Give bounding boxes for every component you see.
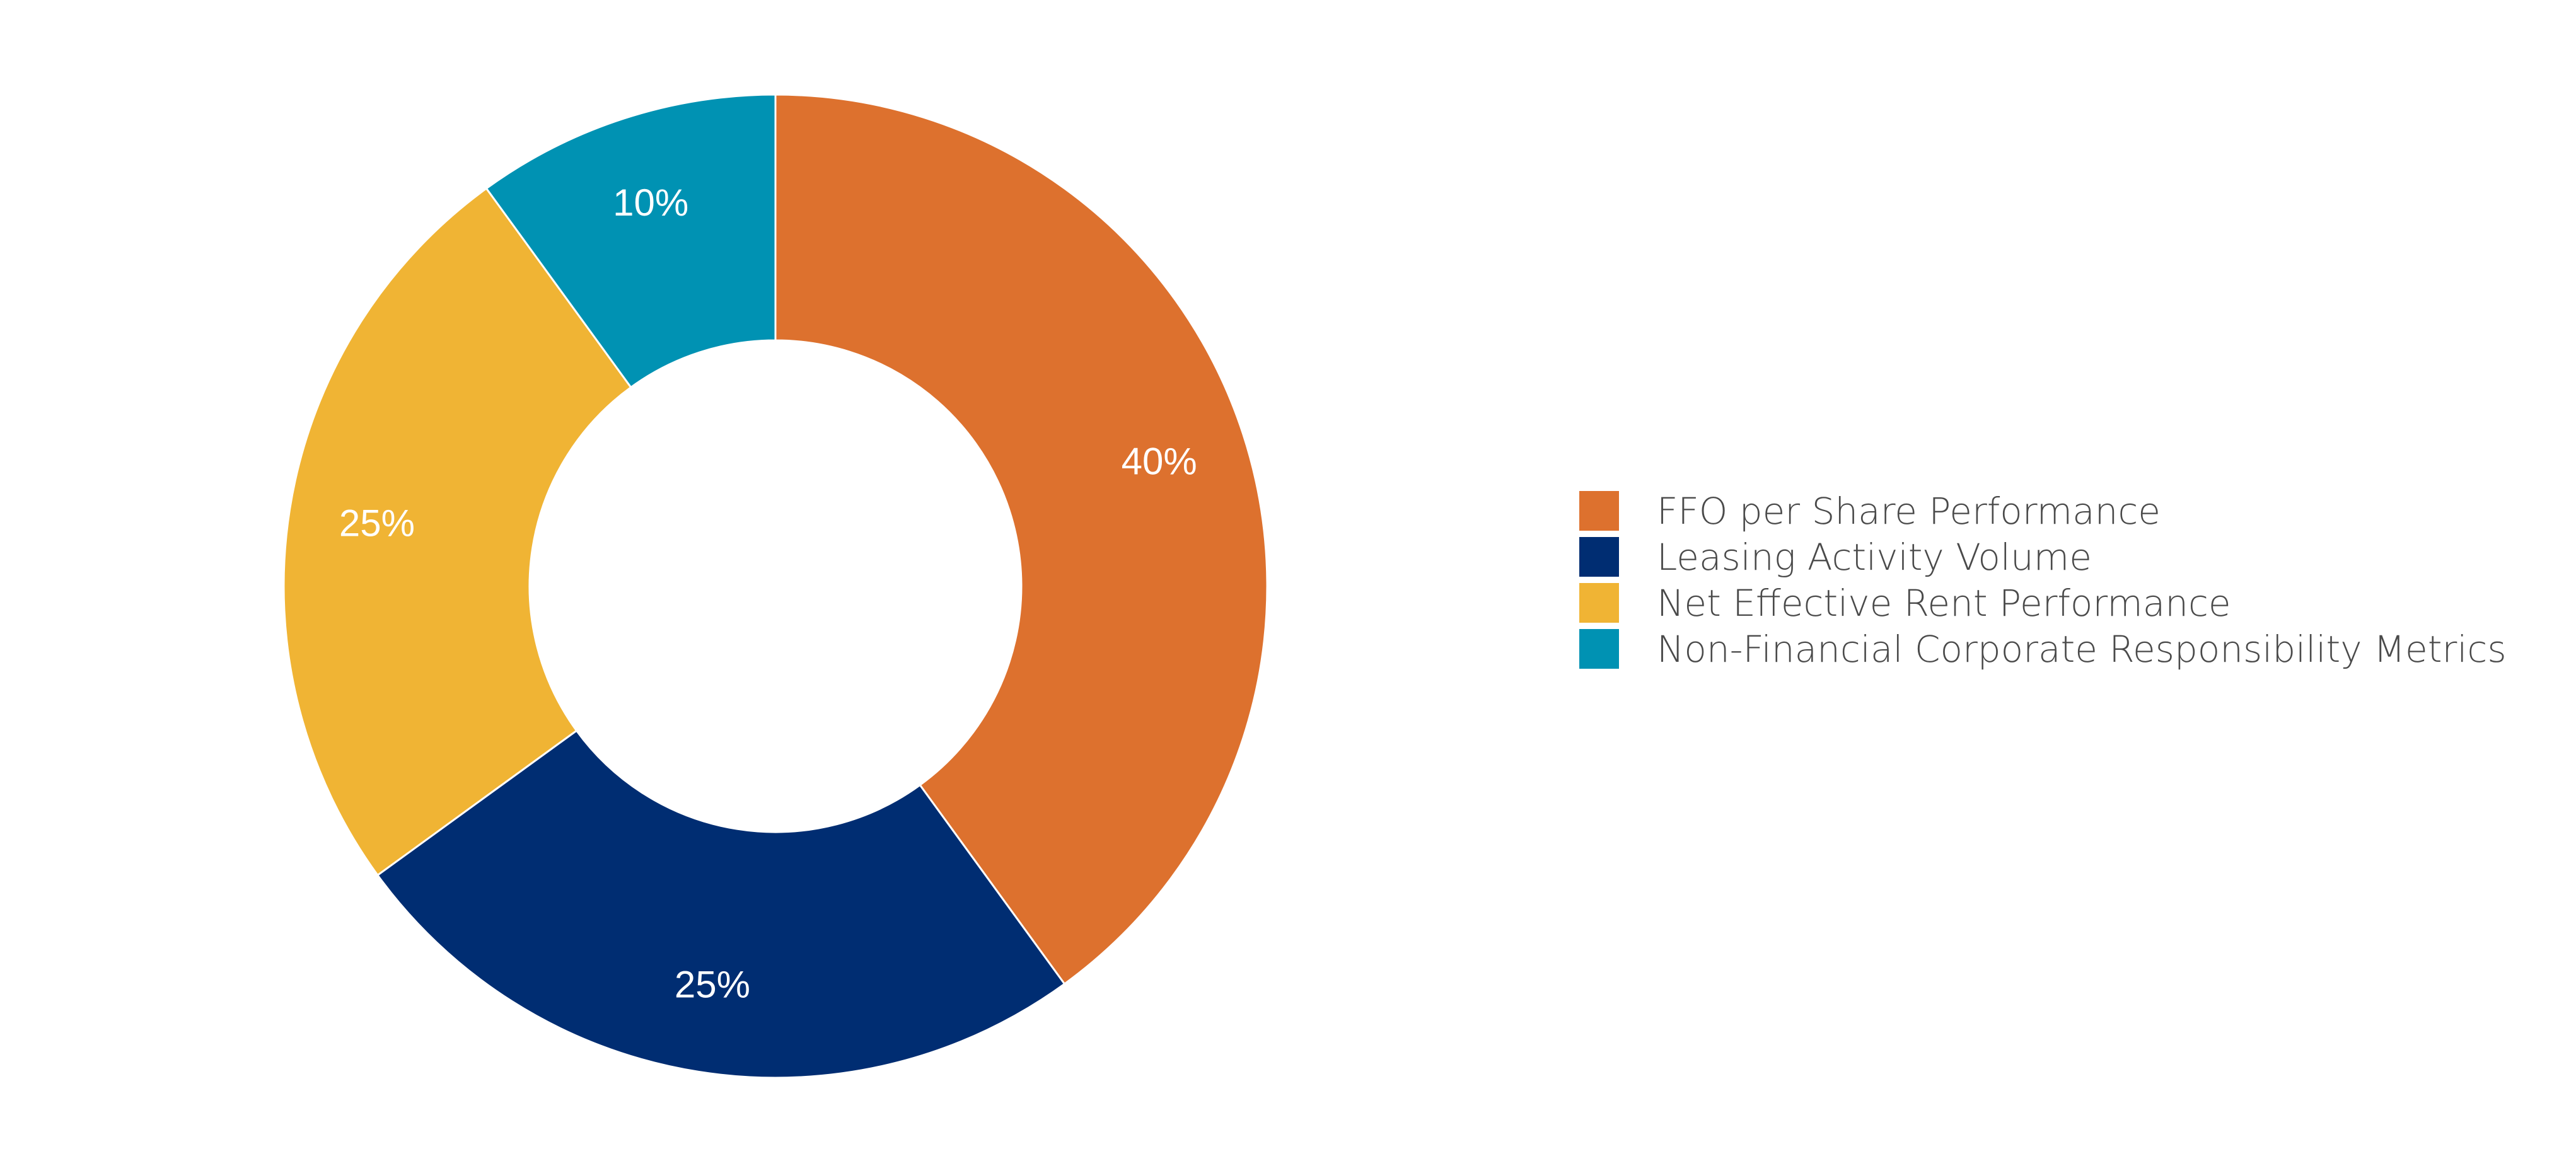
legend-item-ffo: FFO per Share Performance [1579, 488, 2507, 534]
legend-item-leasing: Leasing Activity Volume [1579, 534, 2507, 580]
slice-non-financial-corporate-responsibility-metrics [485, 93, 777, 389]
slice-ffo-per-share-performance [774, 93, 1268, 986]
legend-swatch-net-effective-rent [1579, 583, 1619, 623]
slice-label-non-financial-corporate-responsibility-metrics: 10% [613, 182, 688, 224]
slice-label-leasing-activity-volume: 25% [675, 964, 750, 1006]
legend-swatch-leasing [1579, 537, 1619, 577]
slice-labels-layer: 40% 25% 25% 10% [339, 182, 1197, 1006]
slice-leasing-activity-volume [376, 729, 1066, 1079]
legend-item-net-effective-rent: Net Effective Rent Performance [1579, 580, 2507, 626]
slice-net-effective-rent-performance [282, 187, 632, 877]
slice-label-net-effective-rent-performance: 25% [339, 502, 415, 544]
legend-label-non-financial: Non-Financial Corporate Responsibility M… [1657, 627, 2507, 671]
legend-item-non-financial: Non-Financial Corporate Responsibility M… [1579, 626, 2507, 672]
legend-swatch-ffo [1579, 491, 1619, 531]
slice-label-ffo-per-share-performance: 40% [1122, 441, 1197, 483]
legend-label-ffo: FFO per Share Performance [1657, 489, 2161, 533]
slices-layer [282, 93, 1268, 1079]
legend: FFO per Share Performance Leasing Activi… [1579, 488, 2507, 672]
legend-label-leasing: Leasing Activity Volume [1657, 535, 2092, 579]
legend-swatch-non-financial [1579, 629, 1619, 669]
legend-label-net-effective-rent: Net Effective Rent Performance [1657, 581, 2231, 625]
